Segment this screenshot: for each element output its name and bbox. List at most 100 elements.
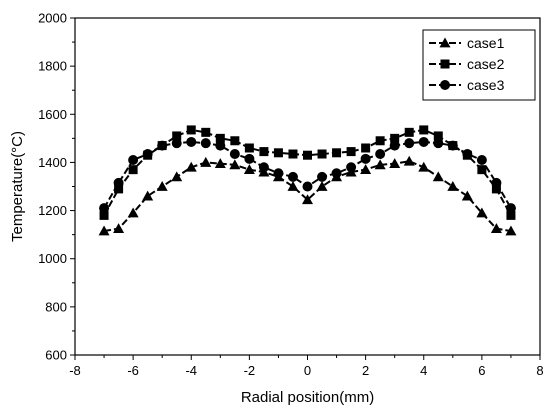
x-tick-label: 2 — [362, 363, 369, 378]
series-case2 — [99, 125, 516, 220]
legend-label-case3: case3 — [467, 77, 505, 93]
y-tick-label: 1000 — [38, 251, 67, 266]
data-point-case3 — [157, 140, 168, 151]
data-point-case1 — [461, 190, 473, 201]
data-point-case2 — [303, 150, 312, 160]
data-point-case3 — [462, 149, 473, 160]
axes: -8 -6 -4 -2 0 2 4 6 8 600 800 1000 1200 1400 1600 1800 2… — [38, 11, 544, 379]
data-point-case3 — [346, 162, 357, 173]
data-point-case1 — [156, 181, 168, 191]
data-point-case1 — [418, 161, 430, 172]
data-point-case3 — [229, 149, 240, 160]
data-point-case1 — [98, 225, 110, 236]
data-point-case1 — [229, 159, 241, 170]
x-tick-label: 6 — [478, 363, 485, 378]
data-point-case2 — [186, 125, 196, 135]
data-point-case1 — [490, 223, 502, 234]
x-tick-label: 4 — [420, 363, 427, 378]
series-case3 — [99, 136, 516, 214]
data-point-case1 — [185, 161, 197, 172]
data-point-case1 — [287, 181, 299, 191]
data-point-case2 — [390, 133, 400, 143]
data-point-case3 — [113, 177, 124, 188]
x-tick-label: 8 — [536, 363, 543, 378]
y-tick-label: 1400 — [38, 155, 67, 170]
legend-marker-case1 — [439, 37, 451, 48]
data-point-case1 — [171, 171, 183, 182]
data-point-case3 — [491, 177, 502, 188]
x-axis-label: Radial position(mm) — [241, 389, 374, 406]
y-axis-label: Temperature(°C) — [9, 131, 26, 242]
y-tick-label: 1800 — [38, 59, 67, 74]
data-point-case1 — [505, 225, 517, 236]
data-point-case1 — [374, 159, 386, 170]
data-point-case2 — [288, 149, 298, 159]
data-point-case3 — [258, 162, 269, 173]
data-point-case2 — [433, 131, 443, 141]
data-point-case3 — [128, 155, 139, 166]
legend-label-case2: case2 — [467, 56, 505, 72]
data-point-case3 — [186, 136, 197, 147]
data-point-case2 — [346, 147, 356, 157]
data-point-case2 — [419, 125, 429, 135]
data-point-case3 — [215, 140, 226, 151]
data-point-case3 — [389, 140, 400, 151]
data-point-case1 — [302, 194, 313, 205]
data-point-case2 — [506, 210, 516, 220]
data-point-case1 — [476, 207, 488, 218]
y-tick-label: 800 — [45, 299, 67, 314]
x-tick-label: 0 — [304, 363, 311, 378]
data-point-case1 — [113, 223, 125, 234]
y-tick-label: 1200 — [38, 203, 67, 218]
data-point-case3 — [200, 138, 211, 149]
data-point-case3 — [287, 171, 298, 182]
x-tick-label: -8 — [69, 363, 81, 378]
data-point-case2 — [172, 131, 182, 141]
legend-label-case1: case1 — [467, 35, 505, 51]
data-point-case3 — [273, 168, 284, 179]
data-point-case2 — [404, 127, 414, 137]
x-tick-label: -4 — [185, 363, 197, 378]
data-point-case1 — [360, 164, 372, 175]
series-layer — [98, 125, 517, 236]
data-point-case1 — [447, 181, 459, 191]
data-point-case3 — [302, 181, 313, 192]
data-point-case3 — [476, 155, 487, 166]
data-point-case1 — [403, 155, 415, 166]
legend-marker-case2 — [440, 59, 450, 69]
data-point-case1 — [243, 164, 255, 175]
x-tick-label: -6 — [127, 363, 139, 378]
y-tick-label: 600 — [45, 348, 67, 363]
data-point-case3 — [375, 149, 386, 160]
data-point-case2 — [259, 147, 269, 157]
data-point-case3 — [171, 138, 182, 149]
data-point-case2 — [491, 184, 501, 194]
data-point-case3 — [447, 140, 458, 151]
data-point-case2 — [361, 143, 371, 153]
y-tick-label: 2000 — [38, 11, 67, 26]
data-point-case2 — [201, 127, 211, 137]
data-point-case2 — [99, 210, 109, 220]
y-tick-label: 1600 — [38, 107, 67, 122]
x-tick-label: -2 — [244, 363, 256, 378]
data-point-case1 — [127, 207, 139, 218]
data-point-case3 — [331, 168, 342, 179]
data-point-case2 — [128, 165, 138, 175]
data-point-case1 — [214, 158, 226, 169]
series-case1 — [98, 155, 517, 236]
data-point-case3 — [244, 153, 255, 164]
data-point-case3 — [404, 138, 415, 149]
legend-marker-case3 — [440, 80, 450, 90]
data-point-case2 — [317, 149, 327, 159]
data-point-case3 — [418, 136, 429, 147]
data-point-case3 — [433, 138, 444, 149]
data-point-case3 — [505, 203, 516, 214]
data-point-case2 — [375, 136, 385, 146]
data-point-case1 — [432, 171, 444, 182]
data-point-case1 — [389, 158, 401, 169]
legend: case1 case2 case3 — [422, 29, 536, 101]
data-point-case2 — [332, 148, 342, 158]
data-point-case3 — [99, 203, 110, 214]
data-point-case2 — [230, 136, 240, 146]
